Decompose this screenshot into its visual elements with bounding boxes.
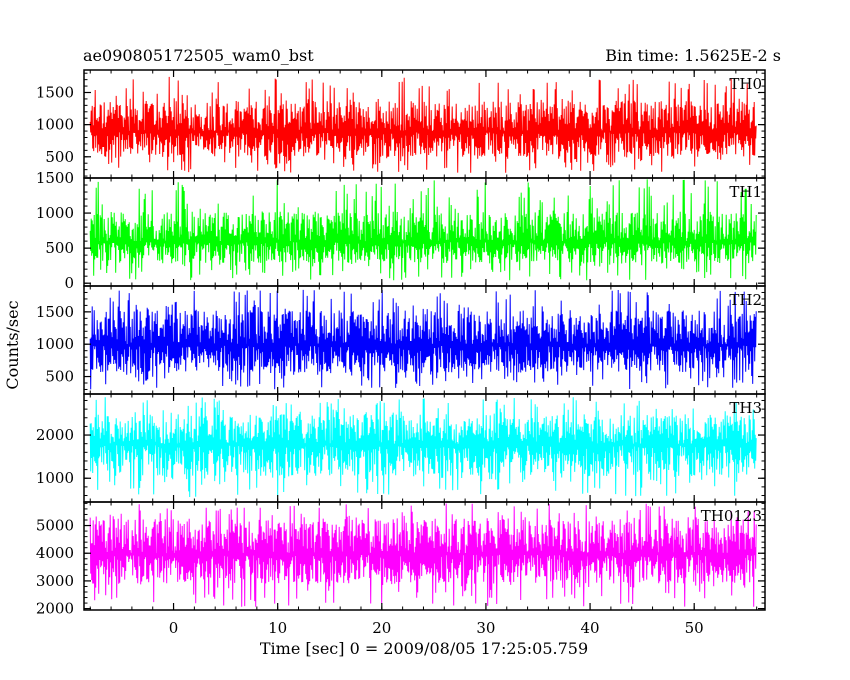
x-tick-label: 30: [476, 619, 495, 637]
y-tick-label: 1000: [36, 335, 74, 353]
panel-label: TH0: [729, 75, 762, 93]
y-tick-label: 4000: [36, 544, 74, 562]
series-th0123: [89, 503, 757, 607]
panel-label: TH0123: [701, 507, 762, 525]
x-axis: 0 10 20 30 40 50: [169, 619, 704, 637]
source-name: ae090805172505_wam0_bst: [83, 46, 314, 65]
panel-th3: 1000 2000 TH3: [36, 393, 766, 503]
y-tick-label: 2000: [36, 600, 74, 618]
y-tick-label: 500: [45, 239, 74, 257]
panel-label: TH2: [729, 291, 762, 309]
series-th3: [89, 397, 757, 498]
panels: 500 1000 1500 TH0 0 500 1000 1500 TH1 500 1000 1500…: [36, 69, 766, 618]
x-tick-label: 10: [268, 619, 287, 637]
y-tick-label: 3000: [36, 572, 74, 590]
y-tick-label: 1500: [36, 303, 74, 321]
y-tick-label: 1500: [36, 84, 74, 102]
series-th0: [89, 76, 757, 173]
panel-th0123: 2000 3000 4000 5000 TH0123: [36, 501, 766, 618]
panel-th0: 500 1000 1500 TH0: [36, 69, 766, 179]
x-tick-label: 40: [581, 619, 600, 637]
x-tick-label: 50: [685, 619, 704, 637]
y-axis-title: Counts/sec: [3, 300, 22, 389]
panel-label: TH1: [729, 183, 762, 201]
panel-label: TH3: [729, 399, 762, 417]
y-tick-label: 5000: [36, 517, 74, 535]
y-tick-label: 1000: [36, 116, 74, 134]
y-tick-label: 1000: [36, 204, 74, 222]
x-tick-label: 20: [372, 619, 391, 637]
x-axis-title: Time [sec] 0 = 2009/08/05 17:25:05.759: [260, 639, 588, 658]
panel-frame: [83, 501, 766, 611]
y-tick-label: 1000: [36, 469, 74, 487]
y-tick-label: 0: [64, 274, 74, 292]
series-th1: [89, 179, 757, 281]
x-tick-label: 0: [169, 619, 179, 637]
series-th2: [89, 289, 757, 390]
y-tick-label: 500: [45, 148, 74, 166]
y-tick-label: 500: [45, 368, 74, 386]
panel-th1: 0 500 1000 1500 TH1: [36, 169, 766, 292]
bin-time-label: Bin time: 1.5625E-2 s: [605, 46, 781, 65]
panel-th2: 500 1000 1500 TH2: [36, 285, 766, 395]
y-tick-label: 1500: [36, 169, 74, 187]
y-tick-label: 2000: [36, 426, 74, 444]
